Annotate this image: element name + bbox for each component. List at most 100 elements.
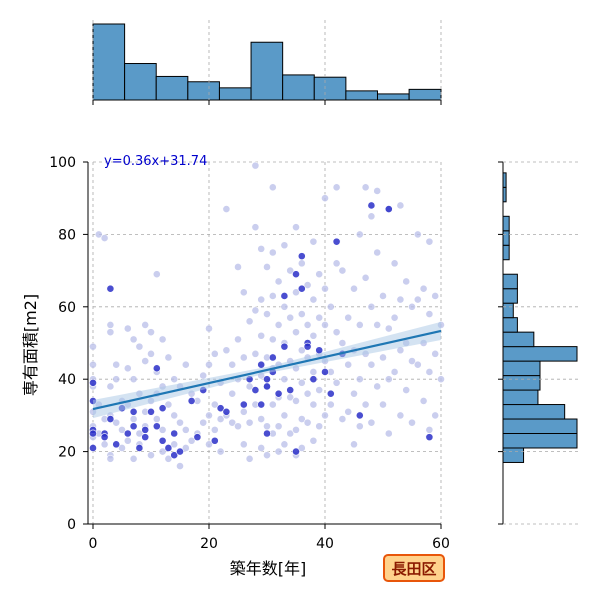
scatter-points (89, 161, 445, 470)
right-histogram-bar (502, 215, 510, 232)
scatter-point (344, 313, 353, 322)
scatter-point (309, 400, 318, 409)
scatter-point (205, 411, 213, 420)
scatter-point-dense (297, 252, 306, 261)
scatter-point-dense (280, 342, 289, 351)
scatter-point (332, 328, 341, 337)
scatter-point (158, 425, 167, 434)
scatter-point (280, 241, 289, 250)
scatter-point-dense (141, 425, 150, 434)
scatter-point (344, 407, 353, 416)
scatter-point-dense (106, 284, 115, 293)
scatter-point (332, 183, 341, 192)
scatter-point (408, 357, 416, 365)
scatter-point (129, 375, 138, 384)
scatter-point (234, 422, 242, 431)
scatter-point (361, 183, 370, 192)
scatter-point (367, 302, 376, 311)
scatter-point-dense (332, 237, 341, 246)
scatter-point (292, 223, 300, 232)
scatter-point (297, 346, 306, 355)
scatter-point (257, 331, 266, 340)
right-histogram-bar (502, 273, 518, 290)
scatter-point (257, 295, 266, 304)
scatter-point-dense (303, 342, 312, 351)
top-histogram-bar (218, 87, 252, 101)
scatter-point (292, 425, 300, 434)
scatter-point (106, 454, 115, 463)
scatter-point-dense (89, 378, 97, 387)
regression-line (92, 329, 442, 411)
scatter-point (245, 454, 254, 463)
scatter-point (309, 237, 318, 246)
scatter-point-dense (89, 429, 97, 438)
top-histogram-bar (155, 75, 189, 101)
scatter-point (268, 183, 277, 192)
scatter-point (181, 425, 190, 434)
scatter-point (205, 360, 213, 369)
scatter-point (205, 324, 213, 333)
top-histogram-bar (345, 90, 378, 101)
scatter-point (239, 288, 248, 297)
scatter-point-dense (210, 436, 219, 445)
scatter-point (263, 422, 271, 431)
scatter-point (297, 444, 306, 452)
scatter-point (408, 418, 416, 427)
scatter-point (431, 411, 440, 420)
scatter-point (384, 324, 393, 333)
scatter-point-dense (158, 404, 167, 413)
district-badge-box (383, 554, 445, 582)
scatter-point (280, 375, 289, 384)
scatter-point (123, 324, 132, 333)
top-histogram-bar (313, 76, 347, 101)
scatter-point-dense (384, 205, 393, 213)
scatter-point-dense (280, 292, 289, 300)
scatter-point-dense (222, 407, 231, 416)
scatter-point (379, 353, 387, 362)
scatter-point (367, 418, 376, 427)
scatter-point (251, 349, 260, 358)
scatter-point (147, 349, 155, 358)
scatter-point (355, 320, 364, 329)
scatter-point (152, 415, 161, 423)
right-histogram-bar (502, 375, 541, 391)
top-histogram-bar (282, 74, 315, 101)
scatter-point (268, 400, 277, 409)
scatter-point (338, 339, 347, 347)
scatter-point (129, 335, 138, 344)
scatter-point (205, 440, 213, 449)
scatter-point (164, 400, 173, 409)
right-histogram-bar (502, 433, 578, 449)
x-axis-label: 築年数[年] (230, 559, 307, 578)
scatter-point (239, 353, 248, 362)
y-tick-label: 100 (49, 155, 76, 171)
scatter-point (292, 328, 300, 337)
scatter-point (425, 368, 434, 376)
x-axis-ticks: 0 20 40 60 (89, 524, 450, 552)
x-tick-label: 40 (316, 536, 334, 552)
top-histogram-bar (187, 81, 220, 101)
scatter-point-dense (292, 447, 300, 456)
scatter-point (147, 451, 155, 460)
scatter-point (222, 205, 231, 213)
scatter-point (379, 292, 387, 300)
scatter-point (361, 273, 370, 282)
scatter-point (123, 364, 132, 373)
right-histogram-bar (502, 418, 578, 434)
scatter-point (355, 422, 364, 431)
scatter-point (118, 444, 126, 452)
x-tick-label: 60 (432, 536, 450, 552)
district-badge-label: 長田区 (391, 560, 436, 578)
scatter-point-dense (286, 386, 295, 394)
scatter-point (373, 382, 382, 391)
scatter-point-dense (187, 397, 196, 405)
scatter-point (419, 397, 428, 405)
scatter-point (413, 360, 422, 369)
scatter-point (309, 368, 318, 376)
y-tick-label: 0 (67, 517, 76, 533)
scatter-point (152, 270, 161, 279)
scatter-point (286, 313, 295, 322)
scatter-point (251, 161, 260, 170)
scatter-point-dense (263, 429, 271, 438)
scatter-point (257, 415, 266, 423)
